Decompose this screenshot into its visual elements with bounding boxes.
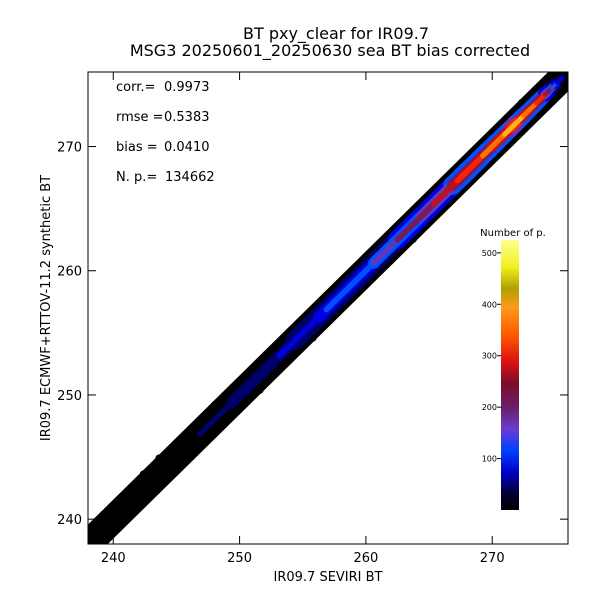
density-edge-point xyxy=(467,183,471,187)
density-edge-point xyxy=(527,91,533,96)
stat-bias-value: 0.0410 xyxy=(164,140,210,155)
density-edge-point xyxy=(95,547,101,553)
stat-bias-label: bias = xyxy=(116,140,158,155)
colorbar-tick-label: 200 xyxy=(482,403,497,412)
plot-frame xyxy=(87,71,569,545)
y-axis: 240 250 260 270 xyxy=(57,141,568,528)
x-tick-label: 270 xyxy=(480,551,505,566)
density-plot xyxy=(81,72,568,553)
density-edge-point xyxy=(428,221,432,225)
density-segment xyxy=(557,76,564,83)
density-edge-point xyxy=(81,535,87,541)
x-tick-label: 260 xyxy=(353,551,378,566)
x-tick-label: 240 xyxy=(101,551,126,566)
y-tick-label: 260 xyxy=(57,265,82,280)
y-axis-label: IR09.7 ECMWF+RTTOV-11.2 synthetic BT xyxy=(39,175,54,441)
stat-rmse-label: rmse = xyxy=(116,110,164,125)
colorbar-tick-label: 300 xyxy=(482,352,497,361)
colorbar-title: Number of p. xyxy=(480,228,546,239)
stat-np-label: N. p.= xyxy=(116,170,157,185)
stat-corr-value: 0.9973 xyxy=(164,80,210,95)
colorbar-ticks: 100 200 300 400 500 xyxy=(482,249,501,464)
x-axis: 240 250 260 270 xyxy=(101,72,505,566)
chart-title: BT pxy_clear for IR09.7 xyxy=(243,24,429,44)
x-axis-label: IR09.7 SEVIRI BT xyxy=(274,570,383,585)
y-tick-label: 270 xyxy=(57,141,82,156)
colorbar-tick-label: 400 xyxy=(482,300,497,309)
stats-block: corr.= 0.9973 rmse = 0.5383 bias = 0.041… xyxy=(116,80,215,185)
colorbar-tick-label: 100 xyxy=(482,455,497,464)
chart-subtitle: MSG3 20250601_20250630 sea BT bias corre… xyxy=(130,41,530,61)
stat-np-value: 134662 xyxy=(165,170,215,185)
colorbar-tick-label: 500 xyxy=(482,249,497,258)
stat-corr-label: corr.= xyxy=(116,80,155,95)
colorbar-gradient xyxy=(501,240,519,510)
density-edge-point xyxy=(211,401,217,407)
y-tick-label: 240 xyxy=(57,513,82,528)
stat-rmse-value: 0.5383 xyxy=(164,110,210,125)
density-edge-point xyxy=(518,98,526,107)
colorbar: Number of p. 100 200 300 400 500 xyxy=(480,228,546,510)
y-tick-label: 250 xyxy=(57,389,82,404)
x-tick-label: 250 xyxy=(227,551,252,566)
density-segment xyxy=(88,530,102,544)
density-edge-point xyxy=(551,97,556,102)
density-edge-point xyxy=(235,380,239,385)
